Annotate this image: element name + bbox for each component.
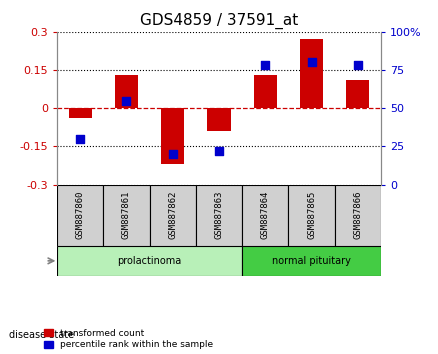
Point: [215, 148, 223, 154]
Bar: [300, 40, 323, 108]
FancyBboxPatch shape: [242, 246, 381, 276]
Text: GSM887861: GSM887861: [122, 191, 131, 239]
Bar: [68, 108, 92, 118]
FancyBboxPatch shape: [103, 184, 149, 246]
FancyBboxPatch shape: [289, 184, 335, 246]
Text: GSM887864: GSM887864: [261, 191, 270, 239]
FancyBboxPatch shape: [57, 246, 242, 276]
FancyBboxPatch shape: [57, 184, 103, 246]
Point: [354, 63, 361, 68]
Bar: [346, 80, 370, 108]
Bar: [254, 75, 277, 108]
Bar: [115, 75, 138, 108]
Text: GSM887860: GSM887860: [76, 191, 85, 239]
Text: GSM887866: GSM887866: [353, 191, 362, 239]
Text: prolactinoma: prolactinoma: [117, 256, 182, 266]
Point: [123, 98, 130, 103]
Bar: [161, 108, 184, 164]
Point: [262, 63, 269, 68]
Point: [169, 151, 176, 157]
Bar: [208, 108, 230, 131]
Text: GSM887863: GSM887863: [215, 191, 223, 239]
Point: [308, 59, 315, 65]
Legend: transformed count, percentile rank within the sample: transformed count, percentile rank withi…: [44, 329, 213, 349]
Text: GSM887862: GSM887862: [168, 191, 177, 239]
FancyBboxPatch shape: [335, 184, 381, 246]
FancyBboxPatch shape: [242, 184, 289, 246]
FancyBboxPatch shape: [196, 184, 242, 246]
Point: [77, 136, 84, 142]
Text: GSM887865: GSM887865: [307, 191, 316, 239]
Title: GDS4859 / 37591_at: GDS4859 / 37591_at: [140, 13, 298, 29]
Text: normal pituitary: normal pituitary: [272, 256, 351, 266]
Text: disease state: disease state: [9, 330, 74, 339]
FancyBboxPatch shape: [149, 184, 196, 246]
